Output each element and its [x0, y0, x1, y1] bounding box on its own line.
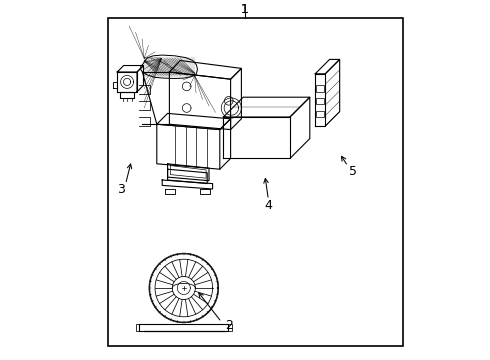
- Text: 1: 1: [241, 3, 249, 15]
- Text: 3: 3: [117, 183, 125, 195]
- Bar: [108, 18, 403, 346]
- Text: 4: 4: [265, 199, 272, 212]
- Text: 1: 1: [241, 3, 249, 15]
- Bar: [316, 85, 324, 92]
- Bar: [316, 98, 324, 104]
- Text: 2: 2: [225, 319, 233, 332]
- Bar: [316, 111, 324, 117]
- Text: 5: 5: [349, 165, 357, 177]
